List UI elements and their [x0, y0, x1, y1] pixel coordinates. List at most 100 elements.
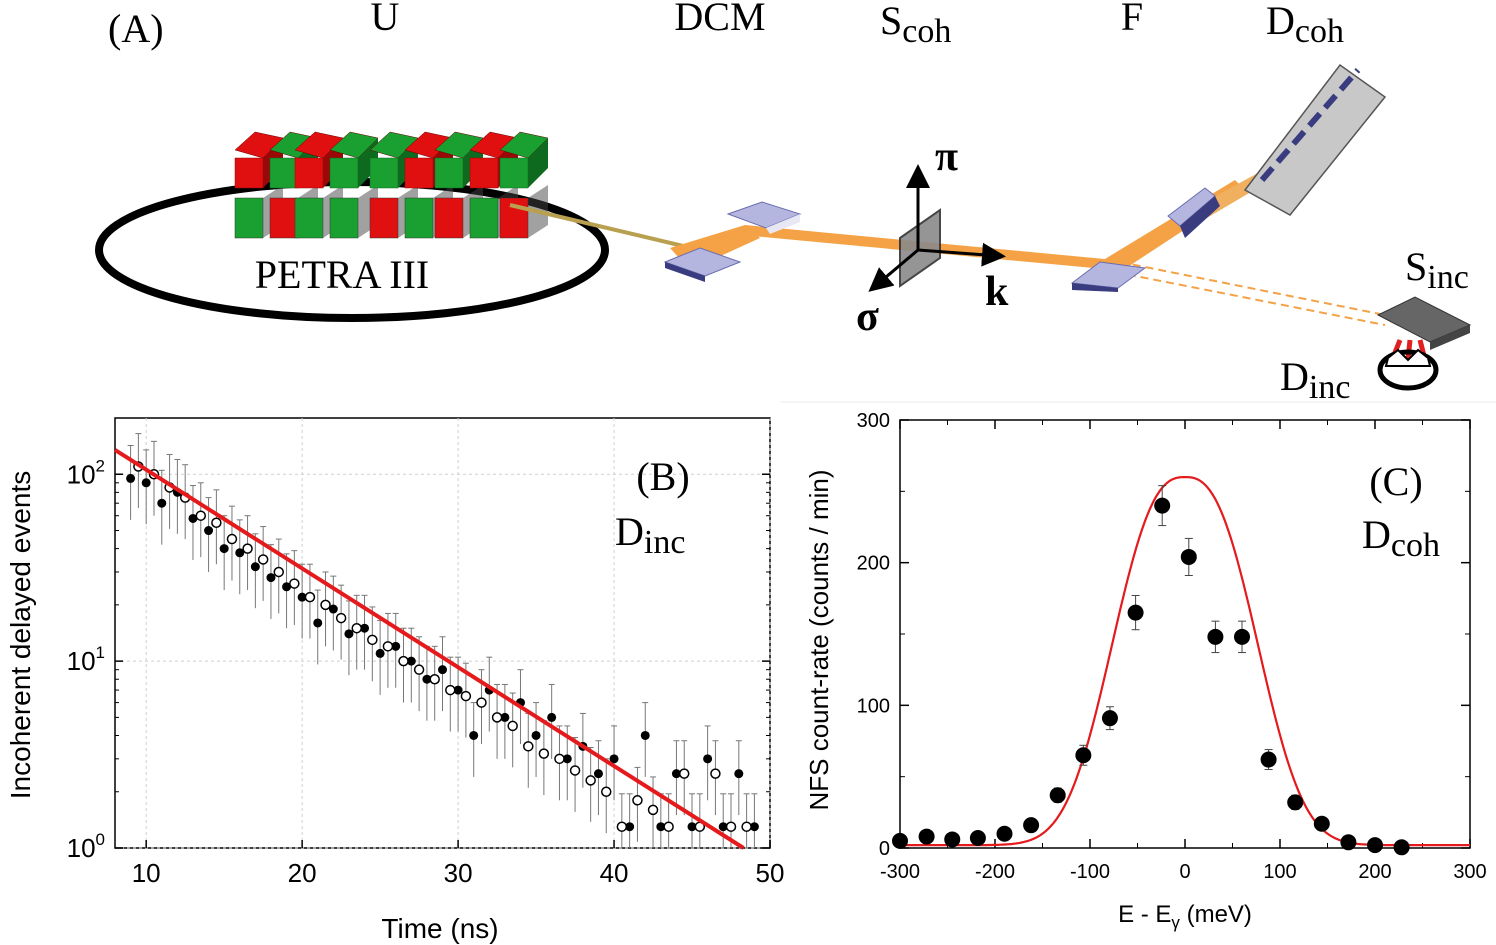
data-point [918, 828, 935, 845]
data-point-filled [313, 618, 323, 628]
magnet-block [369, 157, 399, 189]
data-point [1393, 839, 1410, 856]
data-point [892, 832, 908, 849]
data-point-filled [718, 822, 728, 832]
data-point-open [304, 591, 316, 603]
data-point-filled [547, 712, 557, 722]
sigma-label: σ [856, 294, 879, 340]
data-point-filled [141, 478, 151, 488]
filter-label: F [1121, 0, 1143, 39]
sample-inc [1376, 296, 1472, 350]
data-point-open [351, 622, 362, 634]
pi-label: π [935, 134, 958, 180]
data-point-filled [297, 592, 307, 602]
data-point [1180, 548, 1197, 565]
data-point-open [710, 768, 721, 779]
detector-coh [1243, 63, 1387, 216]
y-tick-label: 100 [857, 695, 890, 717]
data-point-filled [406, 656, 416, 666]
magnet-block [369, 197, 399, 239]
data-point-open [242, 543, 253, 554]
undulator-array [234, 131, 549, 239]
data-point-filled [188, 513, 198, 523]
data-point-open [507, 720, 518, 732]
data-point [1154, 497, 1171, 514]
data-point-open [569, 765, 581, 776]
data-point-filled [749, 822, 759, 832]
data-point-open [678, 768, 690, 779]
data-point-open [211, 517, 222, 529]
undulator-label: U [371, 0, 400, 39]
data-point-open [585, 775, 596, 786]
data-point-filled [422, 674, 432, 684]
magnet-block [528, 138, 548, 188]
magnet-block [294, 157, 324, 189]
data-point-filled [593, 769, 603, 779]
x-tick-label: 30 [444, 858, 473, 888]
panel-a-tag: (A) [108, 6, 164, 51]
k-label: k [985, 269, 1009, 315]
data-point-filled [734, 769, 744, 779]
data-point-open [398, 655, 409, 667]
data-point [969, 830, 986, 847]
data-point-filled [360, 623, 370, 633]
detector-inc [1377, 339, 1439, 391]
panel-c-ticks: -300 -200 -100 0 100 200 300 0 100 200 300 [857, 410, 1487, 883]
data-point [1023, 817, 1040, 834]
dcm-crystals [663, 201, 802, 282]
data-point-open [741, 821, 752, 832]
data-point-open [632, 795, 643, 806]
panel-a: (A) U DCM Scoh F Dcoh Sinc Dinc PETRA II… [95, 0, 1472, 406]
y-tick-label: 0 [879, 838, 890, 860]
data-point [1207, 628, 1224, 645]
x-tick-label: 50 [756, 858, 785, 888]
d-coh-label: Dcoh [1266, 0, 1344, 50]
panel-b-grid [115, 418, 771, 849]
sample-coh: π k σ [856, 134, 1009, 340]
magnet-block [434, 157, 464, 189]
magnet-block [404, 197, 434, 239]
x-tick-label: 200 [1358, 861, 1391, 883]
data-point-open [647, 804, 659, 816]
panel-b-fit [113, 448, 745, 850]
panel-c-tag: (C) [1369, 459, 1422, 504]
y-tick-label: 101 [67, 643, 105, 676]
data-point [1313, 815, 1330, 832]
ring-label: PETRA III [255, 252, 429, 297]
x-tick-label: 0 [1179, 861, 1190, 883]
data-point-filled [126, 473, 136, 483]
data-point-filled [625, 822, 635, 832]
data-point-open [616, 821, 628, 832]
magnet-block [404, 157, 434, 189]
panel-b-frame [114, 417, 771, 849]
magnet-block [269, 157, 299, 189]
data-point-filled [500, 712, 510, 722]
data-point [1101, 710, 1118, 727]
data-point-filled [250, 562, 260, 572]
fit-line [113, 448, 745, 850]
data-point-filled [609, 754, 619, 764]
magnet-block [269, 197, 299, 239]
magnet-block [469, 157, 499, 189]
s-inc-label: Sinc [1405, 244, 1469, 296]
panel-b-tag: (B) [636, 454, 689, 499]
data-point-open [413, 664, 425, 675]
data-point-open [335, 612, 347, 624]
data-point-open [523, 741, 534, 752]
data-point-filled [375, 648, 385, 658]
data-point-open [195, 510, 207, 521]
data-point-open [445, 684, 456, 696]
data-point-open [663, 821, 674, 832]
data-point-filled [282, 582, 292, 592]
magnet-block [329, 157, 359, 189]
data-point [996, 825, 1013, 842]
data-point [1075, 747, 1092, 764]
data-point-open [491, 712, 503, 723]
y-tick-label: 300 [857, 410, 890, 432]
d-inc-label: Dinc [1280, 354, 1350, 406]
data-point-filled [531, 730, 541, 740]
data-point-filled [391, 641, 401, 651]
data-point-open [367, 634, 378, 646]
data-point-filled [562, 754, 572, 764]
data-point [1234, 628, 1250, 645]
